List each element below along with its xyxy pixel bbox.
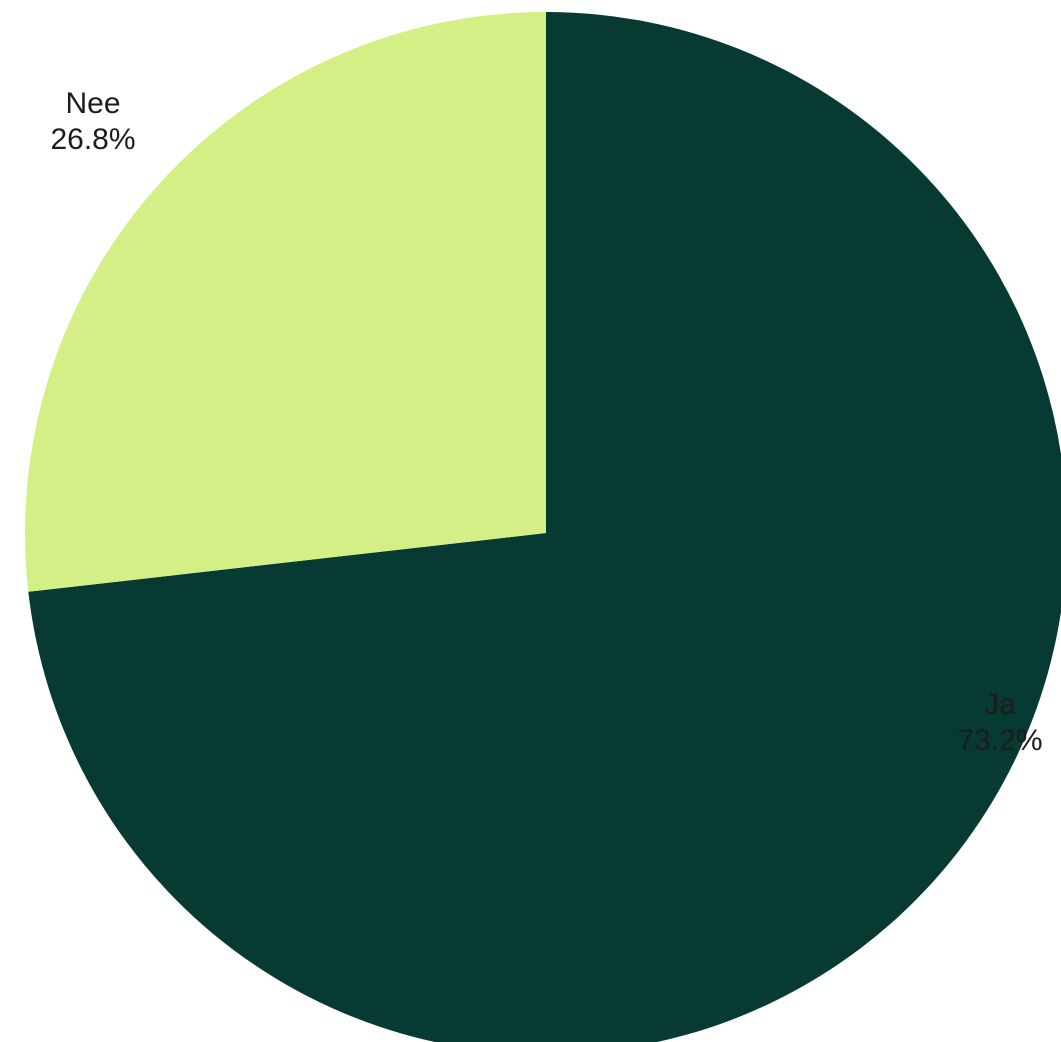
slice-value-label-ja: 73.2% xyxy=(957,724,1042,757)
pie-slice-ja xyxy=(28,12,1061,1042)
slice-label-ja: Ja xyxy=(984,688,1016,721)
slice-value-label-nee: 26.8% xyxy=(50,123,135,156)
pie-slices xyxy=(25,12,1061,1042)
slice-label-nee: Nee xyxy=(65,87,120,120)
pie-slice-nee xyxy=(25,12,546,592)
